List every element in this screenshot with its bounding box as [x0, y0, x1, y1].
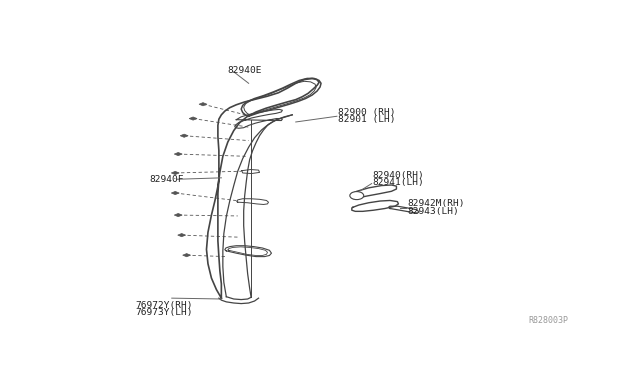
Polygon shape — [174, 153, 182, 155]
Text: 82941(LH): 82941(LH) — [372, 178, 424, 187]
Polygon shape — [182, 254, 191, 257]
Text: 82900 (RH): 82900 (RH) — [338, 108, 396, 117]
Text: 82943(LH): 82943(LH) — [408, 206, 459, 216]
Polygon shape — [189, 117, 197, 120]
Text: 82940E: 82940E — [228, 66, 262, 75]
Circle shape — [350, 192, 364, 200]
Polygon shape — [180, 134, 188, 137]
Text: 82942M(RH): 82942M(RH) — [408, 199, 465, 208]
Polygon shape — [174, 214, 182, 217]
Polygon shape — [172, 171, 179, 174]
Text: R828003P: R828003P — [529, 316, 568, 325]
Text: 76973Y(LH): 76973Y(LH) — [136, 308, 193, 317]
Polygon shape — [178, 234, 186, 237]
Text: 76972Y(RH): 76972Y(RH) — [136, 301, 193, 310]
Polygon shape — [199, 103, 207, 106]
Text: 82940(RH): 82940(RH) — [372, 171, 424, 180]
Polygon shape — [172, 192, 179, 195]
Text: 82901 (LH): 82901 (LH) — [338, 115, 396, 124]
Text: 82940F: 82940F — [150, 175, 184, 184]
